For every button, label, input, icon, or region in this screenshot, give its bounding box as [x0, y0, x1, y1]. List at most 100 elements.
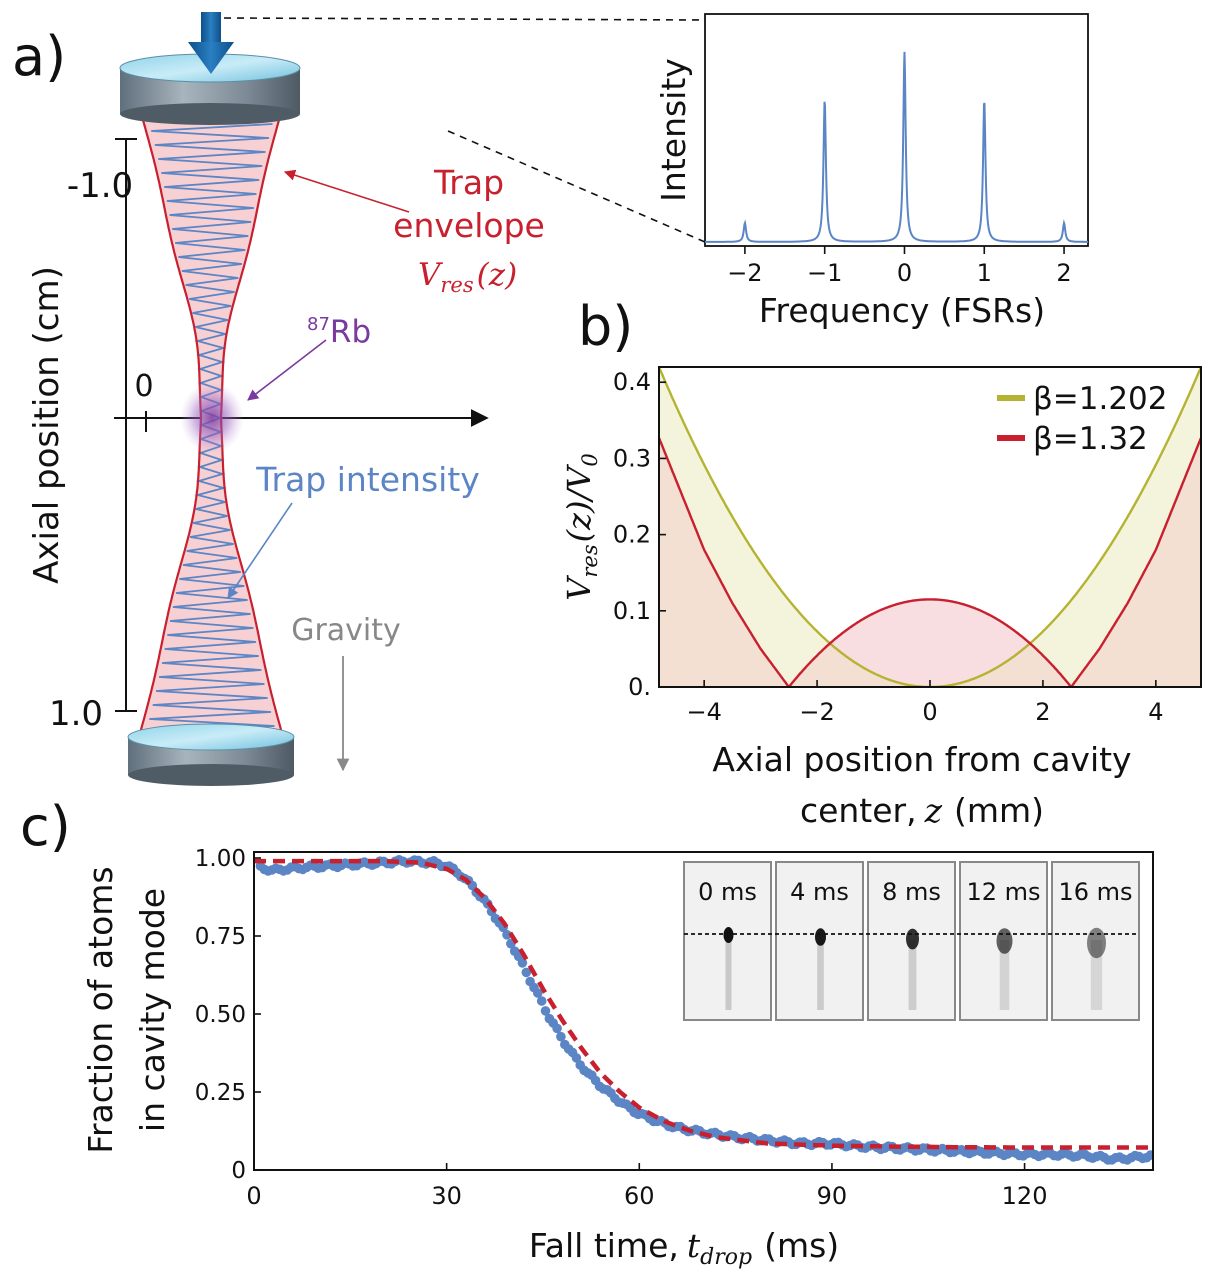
- inset-atom-spot-2: [906, 928, 919, 950]
- plot-b-y-tick-label: 0.: [628, 673, 651, 701]
- plot-b-x-label-line1: Axial position from cavity: [712, 740, 1131, 779]
- envelope-pointer-arrow: [283, 169, 410, 213]
- bottom-mirror-base: [128, 764, 294, 786]
- spectrum-x-tick-label: 0: [897, 259, 912, 287]
- envelope-symbol-arg: (z): [477, 257, 518, 293]
- rb87-pointer-arrow: [247, 339, 327, 401]
- plot-c-x-label-unit: (ms): [764, 1226, 839, 1265]
- panel-label-b: b): [578, 295, 633, 358]
- plot-b-y-label-rest: (z)/V: [560, 464, 598, 543]
- plot-b-x-label-text: center,: [800, 791, 917, 830]
- overlap-region-fill: [828, 599, 1032, 687]
- inset-tail-2: [908, 940, 917, 1010]
- data-point: [571, 1053, 582, 1063]
- spectrum-x-label: Frequency (FSRs): [759, 291, 1045, 330]
- envelope-symbol-sub: res: [440, 273, 473, 297]
- plot-c-y-label-line2: in cavity mode: [133, 888, 172, 1132]
- data-point: [556, 1031, 566, 1042]
- intensity-pointer-arrow: [227, 502, 293, 599]
- inset-frame-label-4: 16 ms: [1058, 878, 1132, 906]
- spectrum-inset: −2 −1 0 1 2 Intensity Frequency (FSRs): [654, 13, 1089, 330]
- plot-c-x-label-sub: drop: [700, 1245, 752, 1270]
- rb87-label: 87Rb: [307, 314, 371, 350]
- bottom-mirror: [127, 723, 295, 786]
- input-beam-arrow-icon: [188, 12, 234, 74]
- plot-b-y-tick-label: 0.2: [613, 521, 651, 549]
- plot-c-x-label-var: t: [687, 1226, 701, 1265]
- data-point: [502, 930, 512, 940]
- beta-132-curve: [659, 437, 1201, 687]
- plot-c-y-tick-label: 1.00: [195, 846, 246, 872]
- plot-c-x-tick-label: 30: [431, 1182, 462, 1210]
- plot-b-x-label-var: z: [924, 791, 943, 830]
- fit-curve: [254, 858, 1153, 1150]
- inset-tail-3: [999, 940, 1010, 1010]
- plot-b-y-label-sub2: 0: [578, 453, 602, 466]
- spectrum-y-label: Intensity: [654, 58, 693, 202]
- plot-b-y-tick-label: 0.4: [613, 368, 651, 396]
- plot-b-x-tick-label: 0: [922, 698, 937, 726]
- plot-c-y-tick-label: 0.75: [195, 924, 246, 950]
- spectrum-line: [705, 51, 1088, 243]
- inset-frame-label-1: 4 ms: [790, 878, 849, 906]
- spectrum-x-tick-label: −1: [807, 259, 842, 287]
- plot-c-x-tick-label: 0: [246, 1182, 261, 1210]
- inset-connector-top: [223, 17, 706, 21]
- plot-c-x-label: Fall time, tdrop (ms): [529, 1226, 839, 1270]
- envelope-symbol-main: V: [418, 257, 444, 293]
- data-point: [536, 996, 547, 1006]
- inset-frame-2: [867, 861, 956, 1021]
- inset-atom-spot-3: [996, 928, 1013, 954]
- panel-label-c: c): [20, 795, 71, 858]
- plot-b-y-label-main: V: [560, 575, 598, 601]
- panel-b: b) −4 −2 0 2 4 0. 0.1 0.2 0.3 0.4 β=1.202 β=1.32 V…: [560, 295, 1202, 830]
- inset-atom-spot-1: [815, 928, 826, 946]
- panel-a: a) -1.0 0 1.0 Axial position (cm): [12, 12, 706, 786]
- plot-b-y-tick-label: 0.1: [613, 597, 651, 625]
- inset-tail-1: [817, 940, 824, 1010]
- plot-b-x-tick-label: −2: [799, 698, 834, 726]
- plot-c-y-tick-label: 0.25: [195, 1080, 246, 1106]
- top-mirror-base: [120, 103, 300, 125]
- data-point: [1145, 1150, 1153, 1160]
- plot-c-y-tick-label: 0.50: [195, 1002, 246, 1028]
- inset-frame-label-0: 0 ms: [698, 878, 757, 906]
- trap-envelope-symbol: Vres(z): [418, 257, 517, 297]
- plot-b-y-label: Vres(z)/V0: [560, 453, 602, 600]
- data-point: [517, 958, 528, 968]
- spectrum-x-tick-label: −2: [727, 259, 762, 287]
- plot-b-x-tick-label: −4: [686, 698, 721, 726]
- spectrum-inset-frame: [704, 13, 1089, 247]
- plot-c-x-tick-label: 60: [624, 1182, 655, 1210]
- plot-c-frame: [253, 851, 1154, 1171]
- plot-c-y-label-line1: Fraction of atoms: [81, 866, 120, 1153]
- trap-intensity-label: Trap intensity: [255, 460, 480, 499]
- plot-b-x-tick-label: 4: [1148, 698, 1163, 726]
- legend-label-1: β=1.32: [1033, 421, 1148, 457]
- trap-envelope-label-line1: Trap: [433, 163, 504, 202]
- plot-c-x-tick-label: 90: [817, 1182, 848, 1210]
- plot-c-y-tick-label: 0: [231, 1158, 246, 1184]
- trap-envelope-label-line2: envelope: [393, 206, 545, 245]
- plot-b-x-label-line2: center, z (mm): [800, 791, 1044, 830]
- data-point: [521, 967, 532, 978]
- data-point: [540, 1006, 551, 1016]
- plot-b-x-tick-label: 2: [1035, 698, 1050, 726]
- axial-position-label: Axial position (cm): [27, 266, 67, 584]
- inset-atom-spot-0: [723, 927, 734, 943]
- spectrum-x-tick-label: 1: [977, 259, 992, 287]
- tick-label-bottom: 1.0: [49, 694, 103, 734]
- legend-label-0: β=1.202: [1033, 381, 1168, 417]
- inset-frame-label-2: 8 ms: [882, 878, 941, 906]
- spectrum-x-tick-label: 2: [1056, 259, 1071, 287]
- plot-b-y-tick-label: 0.3: [613, 444, 651, 472]
- plot-b-y-label-sub: res: [578, 544, 602, 577]
- bottom-mirror-glass: [127, 723, 295, 751]
- data-point: [533, 988, 543, 998]
- rb87-symbol: Rb: [330, 314, 371, 350]
- plot-c-x-label-text: Fall time,: [529, 1226, 679, 1265]
- plot-b-x-label-unit: (mm): [954, 791, 1044, 830]
- rb87-atom-cloud: [180, 382, 244, 454]
- beta-1202-curve: [659, 367, 1201, 687]
